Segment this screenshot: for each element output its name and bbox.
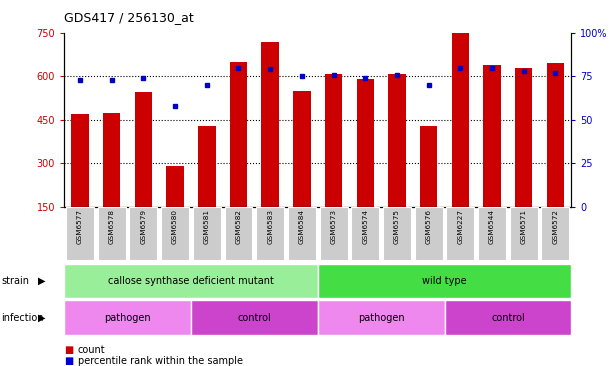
- Text: callose synthase deficient mutant: callose synthase deficient mutant: [108, 276, 274, 286]
- Text: GSM6577: GSM6577: [77, 209, 83, 244]
- Text: GSM6584: GSM6584: [299, 209, 305, 244]
- Bar: [130, 207, 158, 260]
- Bar: [318, 300, 445, 335]
- Text: ■: ■: [64, 344, 73, 355]
- Text: GSM6227: GSM6227: [458, 209, 463, 244]
- Text: GSM6573: GSM6573: [331, 209, 337, 244]
- Bar: [478, 207, 506, 260]
- Text: control: control: [238, 313, 271, 322]
- Bar: [193, 207, 221, 260]
- Text: ▶: ▶: [38, 313, 45, 322]
- Bar: [64, 264, 318, 298]
- Bar: [293, 91, 310, 250]
- Bar: [547, 63, 564, 250]
- Text: percentile rank within the sample: percentile rank within the sample: [78, 355, 243, 366]
- Text: GSM6576: GSM6576: [426, 209, 431, 244]
- Text: ▶: ▶: [38, 276, 45, 286]
- Bar: [388, 74, 406, 250]
- Bar: [320, 207, 348, 260]
- Bar: [66, 207, 94, 260]
- Bar: [318, 264, 571, 298]
- Bar: [256, 207, 284, 260]
- Bar: [483, 65, 501, 250]
- Text: GSM6580: GSM6580: [172, 209, 178, 244]
- Bar: [357, 79, 374, 250]
- Text: count: count: [78, 344, 105, 355]
- Bar: [420, 126, 437, 250]
- Bar: [98, 207, 126, 260]
- Text: strain: strain: [1, 276, 29, 286]
- Bar: [325, 74, 342, 250]
- Text: ■: ■: [64, 355, 73, 366]
- Text: wild type: wild type: [422, 276, 467, 286]
- Text: pathogen: pathogen: [358, 313, 404, 322]
- Bar: [134, 92, 152, 250]
- Bar: [262, 42, 279, 250]
- Text: infection: infection: [1, 313, 44, 322]
- Bar: [541, 207, 569, 260]
- Bar: [71, 114, 89, 250]
- Bar: [351, 207, 379, 260]
- Text: GSM6571: GSM6571: [521, 209, 527, 244]
- Bar: [415, 207, 442, 260]
- Text: GSM6572: GSM6572: [552, 209, 558, 244]
- Bar: [515, 68, 532, 250]
- Bar: [103, 113, 120, 250]
- Bar: [198, 126, 216, 250]
- Text: GSM6574: GSM6574: [362, 209, 368, 244]
- Text: pathogen: pathogen: [104, 313, 151, 322]
- Bar: [445, 300, 571, 335]
- Bar: [161, 207, 189, 260]
- Bar: [447, 207, 474, 260]
- Bar: [64, 300, 191, 335]
- Bar: [288, 207, 316, 260]
- Text: GDS417 / 256130_at: GDS417 / 256130_at: [64, 11, 194, 24]
- Text: GSM6582: GSM6582: [235, 209, 241, 244]
- Bar: [166, 166, 184, 250]
- Text: GSM6583: GSM6583: [267, 209, 273, 244]
- Bar: [383, 207, 411, 260]
- Bar: [230, 62, 247, 250]
- Text: GSM6579: GSM6579: [141, 209, 147, 244]
- Text: GSM6575: GSM6575: [394, 209, 400, 244]
- Bar: [510, 207, 538, 260]
- Text: control: control: [491, 313, 525, 322]
- Text: GSM6578: GSM6578: [109, 209, 115, 244]
- Bar: [224, 207, 252, 260]
- Text: GSM6544: GSM6544: [489, 209, 495, 244]
- Bar: [191, 300, 318, 335]
- Text: GSM6581: GSM6581: [204, 209, 210, 244]
- Bar: [452, 33, 469, 250]
